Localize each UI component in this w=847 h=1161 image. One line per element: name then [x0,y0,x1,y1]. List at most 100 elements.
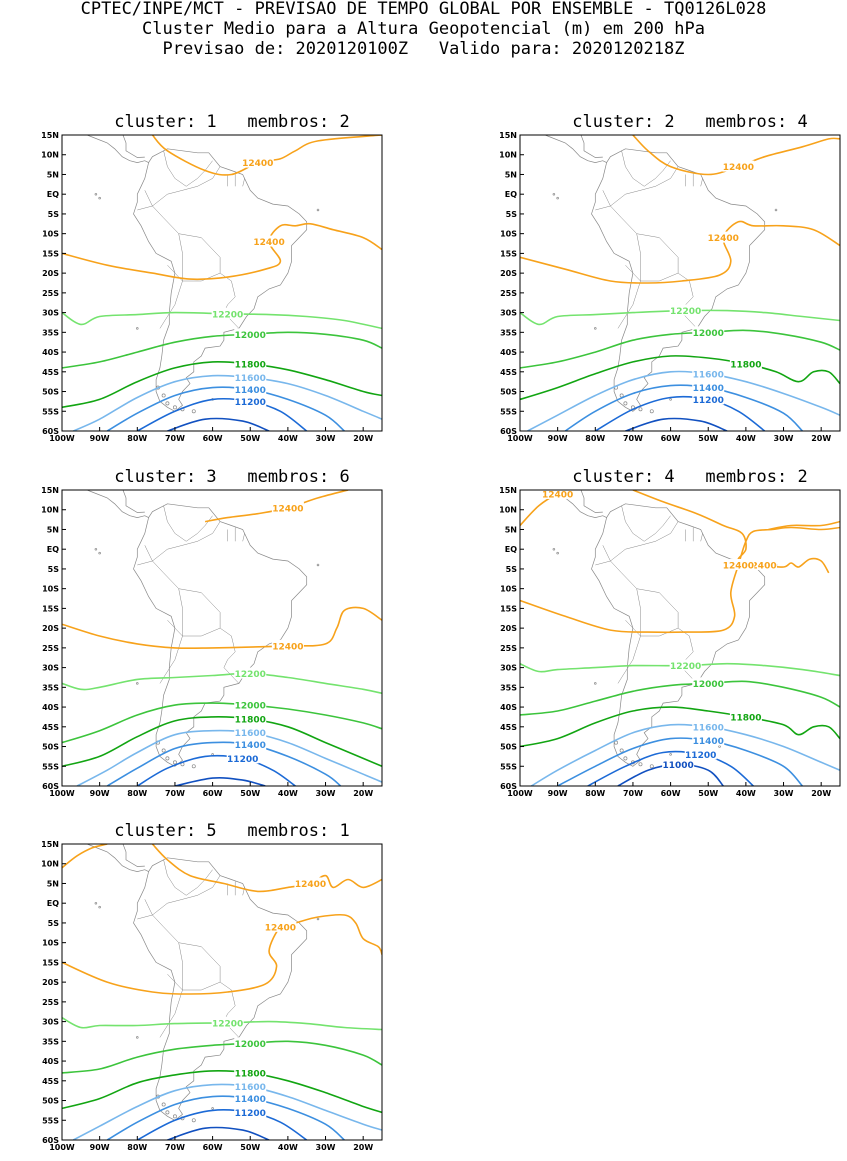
header-line-1: CPTEC/INPE/MCT - PREVISAO DE TEMPO GLOBA… [80,0,767,19]
lon-tick-label: 80W [585,789,605,798]
contour-label-bg [541,490,574,499]
contour-label: 11400 [693,384,724,394]
contour-label-bg [271,639,304,651]
panel-title: cluster: 4 membros: 2 [572,467,808,487]
lat-tick-label: 40S [42,348,59,357]
lat-tick-label: 5S [48,919,60,928]
contour-12000 [520,680,840,716]
map-plot: 12400 12400 12200 12000 11800 11600 11400 11200… [41,840,383,1152]
contour-label: 12000 [235,702,266,712]
lon-tick-label: 90W [548,789,568,798]
lat-tick-label: 40S [42,1057,59,1066]
lon-tick-label: 20W [353,434,373,443]
contour-label-bg [234,357,267,369]
contour-label-bg [684,748,717,760]
contour-label: 12200 [212,310,243,320]
contour-11400 [564,384,803,431]
contour-label-bg [226,752,259,764]
lat-tick-label: 45S [42,368,59,377]
panel-title: cluster: 1 membros: 2 [114,112,350,132]
contour-12000 [520,329,840,369]
contour-label-bg [234,328,267,340]
lat-tick-label: 35S [500,328,517,337]
lat-tick-label: 30S [42,664,59,673]
map-body: 12400 12400 12200 12000 11800 11600 11400 11200 [520,135,840,431]
lat-tick-label: 10N [499,151,517,160]
lon-tick-label: 100W [49,434,75,443]
lat-tick-label: 5S [48,565,60,574]
contour-12000 [62,702,382,744]
lat-tick-label: 40S [42,703,59,712]
contour-label-bg [234,667,267,679]
lon-tick-label: 100W [507,434,533,443]
contour-11400 [557,737,803,786]
lon-tick-label: 70W [165,789,185,798]
contour-label: 11800 [235,1069,266,1079]
lat-tick-label: 55S [42,1116,59,1125]
contour-11400 [106,1095,345,1140]
map-body: 12400 12400 12200 12000 11800 11600 11400 11200 [62,135,382,431]
lon-tick-label: 30W [316,1143,336,1152]
contour-11600 [76,729,382,786]
lat-tick-label: 45S [42,1077,59,1086]
panel-title: cluster: 5 membros: 1 [114,821,350,841]
contour-12400 [62,222,382,281]
contour-12400 [62,606,382,649]
lon-tick-label: 40W [736,434,756,443]
lon-tick-label: 50W [698,434,718,443]
contour-label: 12400 [745,561,776,571]
contour-label-bg [729,357,762,369]
lat-tick-label: EQ [505,190,517,199]
contour-11000 [167,1126,270,1140]
lat-tick-label: 15N [41,486,59,495]
lat-tick-label: 15S [42,604,59,613]
contour-label: 12000 [693,329,724,339]
contour-label: 11400 [235,386,266,396]
lon-tick-label: 20W [353,789,373,798]
contour-label-bg [211,307,244,319]
map-plot: 1240012400124001220012000118001160011400… [499,486,841,798]
contour-label: 12400 [253,238,284,248]
lat-tick-label: 10S [42,230,59,239]
lat-tick-label: 60S [500,427,517,436]
lat-tick-label: 55S [500,407,517,416]
lat-tick-label: 10N [41,860,59,869]
lon-tick-label: 50W [240,1143,260,1152]
lat-tick-label: 25S [500,289,517,298]
lat-tick-label: 50S [500,388,517,397]
lat-tick-label: 15N [41,131,59,140]
map-frame [61,489,383,787]
contour-label: 11400 [235,741,266,751]
lat-tick-label: 20S [500,624,517,633]
contour-label: 11200 [685,751,716,761]
contour-label-bg [692,381,725,393]
contour-label-bg [271,501,304,513]
lat-tick-label: 60S [500,782,517,791]
lat-tick-label: 5S [48,210,60,219]
lat-tick-label: 40S [500,703,517,712]
lon-tick-label: 30W [774,434,794,443]
lon-tick-label: 50W [240,434,260,443]
contour-11400 [106,386,345,431]
contour-label-bg [234,1106,267,1118]
contour-label: 11200 [693,396,724,406]
lat-tick-label: EQ [47,190,59,199]
lat-tick-label: 25S [42,644,59,653]
lat-tick-label: 30S [500,664,517,673]
lat-tick-label: EQ [47,899,59,908]
contour-11800 [62,360,382,409]
contour-12200 [520,662,840,677]
coastline [544,490,778,769]
lon-tick-label: 20W [811,434,831,443]
lat-tick-label: 50S [42,743,59,752]
lon-tick-label: 20W [811,789,831,798]
lat-tick-label: 5N [505,170,517,179]
contour-label: 11600 [235,729,266,739]
contour-label-bg [722,160,755,172]
lat-tick-label: 5S [506,565,518,574]
lon-tick-label: 50W [698,789,718,798]
contour-label: 11600 [693,723,724,733]
contour-12400 [520,220,840,284]
lat-tick-label: 10S [500,230,517,239]
map-frame [61,843,383,1141]
